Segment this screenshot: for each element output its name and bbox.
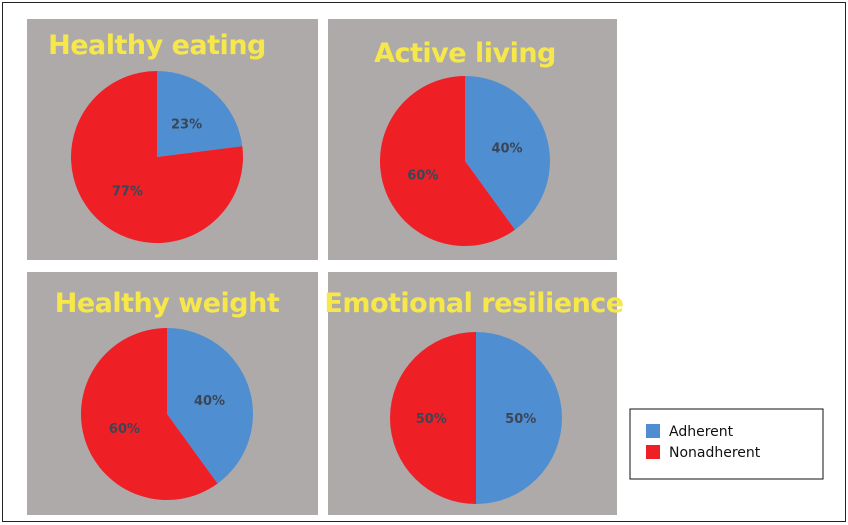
data-label-nonadherent: 60%: [109, 422, 140, 437]
chart-title: Healthy weight: [55, 288, 280, 319]
pie-slice-adherent: [157, 71, 243, 157]
data-label-nonadherent: 60%: [407, 169, 438, 184]
pie-panel-healthy-eating: Healthy eating 23% 77%: [27, 19, 318, 260]
pie-slice-adherent: [167, 328, 254, 484]
pie: 40% 60%: [81, 328, 254, 500]
pie-slice-adherent: [476, 332, 562, 504]
pie-panel-healthy-weight: Healthy weight 40% 60%: [27, 272, 318, 515]
pie-slice-nonadherent: [81, 328, 218, 500]
legend-swatch-adherent: [646, 424, 660, 438]
pie: 50% 50%: [390, 332, 562, 504]
pie: 40% 60%: [380, 76, 550, 246]
legend-label-nonadherent: Nonadherent: [669, 445, 761, 461]
legend-box: [629, 408, 824, 480]
pie-slice-adherent: [465, 76, 550, 230]
pie-slice-nonadherent: [390, 332, 476, 504]
data-label-adherent: 23%: [171, 117, 202, 132]
data-label-nonadherent: 50%: [416, 412, 447, 427]
data-label-adherent: 50%: [505, 412, 536, 427]
data-label-adherent: 40%: [491, 141, 522, 156]
pie-panel-emotional-resilience: Emotional resilience 50% 50%: [324, 272, 624, 515]
legend-label-adherent: Adherent: [669, 424, 734, 440]
pie-slice-nonadherent: [71, 71, 243, 244]
pie-panel-active-living: Active living 40% 60%: [328, 19, 617, 260]
chart-title: Emotional resilience: [324, 288, 623, 319]
pie: 23% 77%: [71, 71, 243, 244]
legend: Adherent Nonadherent: [629, 408, 824, 480]
chart-title: Active living: [374, 38, 556, 69]
data-label-nonadherent: 77%: [112, 185, 143, 200]
legend-swatch-nonadherent: [646, 445, 660, 459]
pie-slice-nonadherent: [380, 76, 515, 246]
data-label-adherent: 40%: [194, 394, 225, 409]
chart-title: Healthy eating: [48, 30, 266, 61]
